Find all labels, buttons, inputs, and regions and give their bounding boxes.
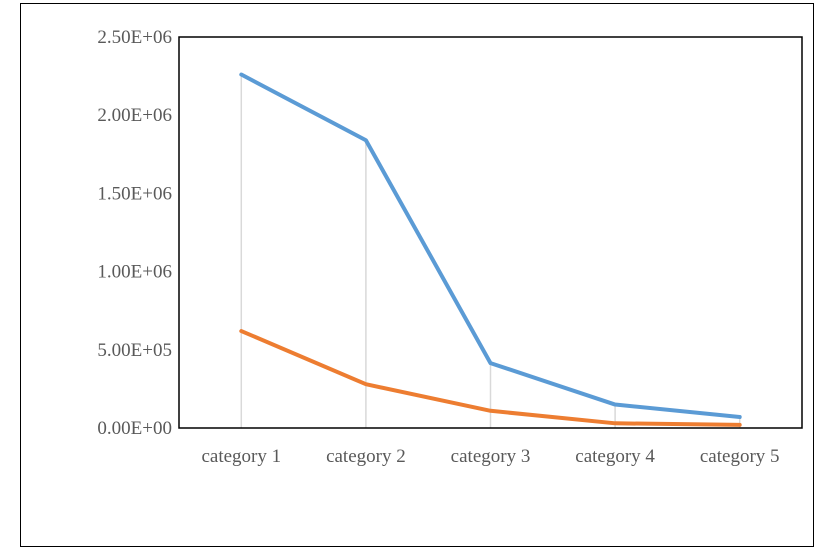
x-tick-label: category 2 (326, 446, 406, 467)
y-tick-label: 5.00E+05 (97, 340, 172, 361)
plot-area-border (178, 36, 803, 429)
y-tick-label: 0.00E+00 (97, 418, 172, 439)
y-tick-label: 2.00E+06 (97, 105, 172, 126)
y-tick-label: 1.50E+06 (97, 183, 172, 204)
chart-frame (20, 3, 814, 547)
x-tick-label: category 4 (575, 446, 655, 467)
y-tick-label: 2.50E+06 (97, 27, 172, 48)
x-tick-label: category 1 (201, 446, 281, 467)
x-tick-label: category 3 (451, 446, 531, 467)
y-tick-label: 1.00E+06 (97, 262, 172, 283)
x-tick-label: category 5 (700, 446, 780, 467)
